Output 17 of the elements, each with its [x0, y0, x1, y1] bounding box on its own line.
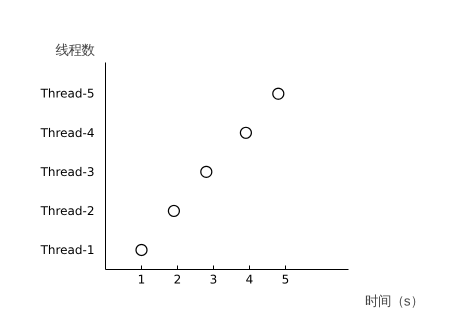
point [240, 126, 252, 139]
x-axis-title: 时间（s） [364, 294, 424, 308]
point [168, 204, 180, 218]
y-axis-title: 线程数 [56, 42, 94, 58]
x-tick-label: 1 [138, 272, 146, 286]
y-tick-label: Thread-1 [40, 242, 95, 257]
point [272, 88, 284, 100]
x-tick-label: 3 [210, 272, 218, 286]
y-tick-label: Thread-2 [40, 204, 95, 218]
x-tick-label: 4 [246, 272, 254, 286]
y-tick-label: Thread-3 [40, 164, 95, 179]
point [135, 244, 148, 256]
x-tick-label: 2 [174, 272, 182, 286]
y-tick-label: Thread-4 [40, 126, 95, 140]
x-tick-label: 5 [282, 272, 290, 286]
point [200, 166, 212, 178]
y-tick-label: Thread-5 [40, 86, 95, 101]
